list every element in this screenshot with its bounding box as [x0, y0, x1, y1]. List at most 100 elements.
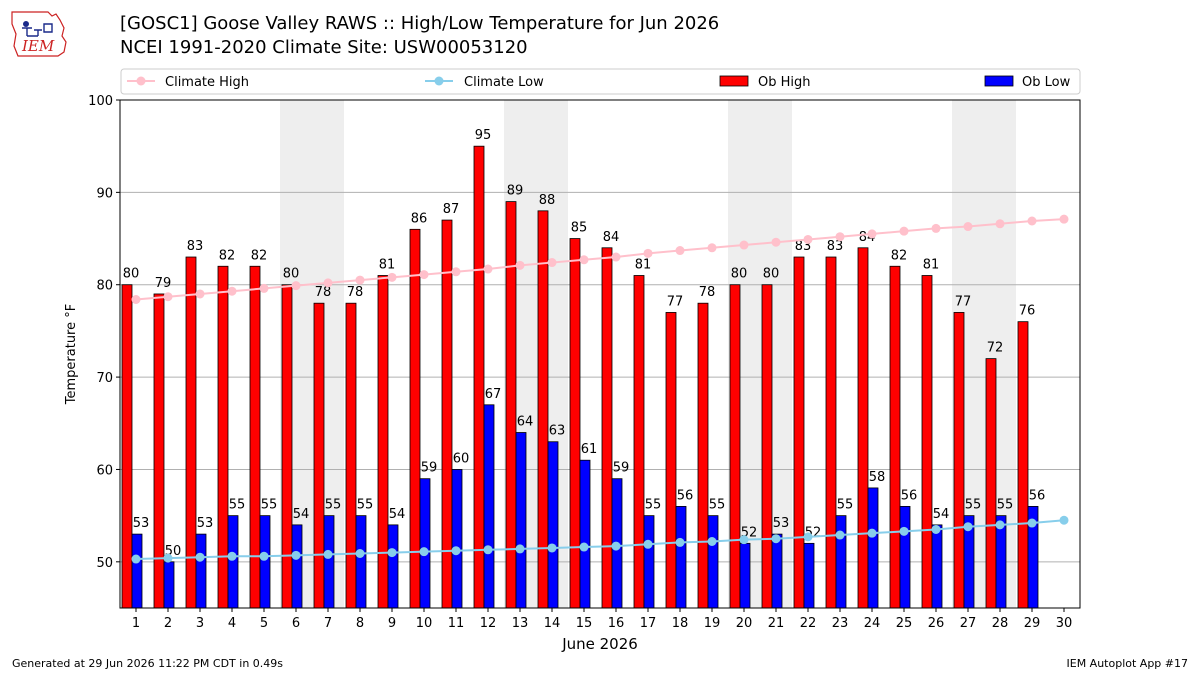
climate-high-point — [131, 295, 141, 305]
climate-low-point — [931, 524, 941, 534]
ob-low-label: 56 — [677, 488, 694, 503]
ob-high-label: 83 — [187, 239, 204, 254]
ob-low-label: 55 — [837, 498, 854, 513]
climate-high-point — [451, 267, 461, 277]
climate-high-point — [803, 234, 813, 244]
ob-high-label: 82 — [251, 248, 268, 263]
climate-low-point — [131, 554, 141, 564]
ob-low-bar — [867, 487, 879, 609]
climate-high-point — [963, 222, 973, 232]
ob-high-bar — [665, 312, 677, 609]
climate-low-point — [707, 536, 717, 546]
ob-low-bar — [451, 469, 463, 609]
ob-high-label: 89 — [507, 184, 524, 199]
ob-low-label: 61 — [581, 442, 598, 457]
climate-low-point — [803, 532, 813, 542]
ob-high-label: 80 — [283, 267, 300, 282]
climate-low-point — [547, 543, 557, 553]
logo-text: IEM — [21, 37, 55, 55]
x-tick-label: 3 — [196, 616, 204, 631]
chart-title: [GOSC1] Goose Valley RAWS :: High/Low Te… — [120, 13, 720, 34]
ob-high-label: 80 — [123, 267, 140, 282]
ob-low-bar — [771, 533, 783, 609]
climate-low-point — [1059, 515, 1069, 525]
iem-logo: IEM — [11, 11, 67, 57]
ob-low-bar — [547, 441, 559, 609]
ob-low-label: 55 — [997, 498, 1014, 513]
climate-low-point — [675, 537, 685, 547]
legend-box — [120, 68, 1081, 95]
ob-low-bar — [163, 561, 175, 609]
climate-low-point — [899, 526, 909, 536]
ob-low-label: 55 — [229, 498, 246, 513]
y-tick-label: 80 — [96, 279, 113, 294]
ob-high-label: 87 — [443, 202, 460, 217]
ob-low-bar — [355, 515, 367, 609]
climate-high-point — [195, 289, 205, 299]
x-tick-label: 26 — [928, 616, 945, 631]
ob-low-label: 59 — [421, 461, 438, 476]
ob-low-label: 55 — [709, 498, 726, 513]
x-tick-label: 18 — [672, 616, 689, 631]
ob-low-label: 58 — [869, 470, 886, 485]
climate-low-point — [195, 552, 205, 562]
ob-high-label: 78 — [699, 285, 716, 300]
ob-low-label: 55 — [965, 498, 982, 513]
climate-high-point — [739, 240, 749, 250]
x-tick-label: 27 — [960, 616, 977, 631]
ob-high-label: 85 — [571, 221, 588, 236]
climate-high-point — [611, 252, 621, 262]
climate-low-point — [867, 528, 877, 538]
ob-high-label: 77 — [667, 294, 684, 309]
ob-high-bar — [473, 145, 485, 609]
ob-high-bar — [153, 293, 165, 609]
ob-low-label: 59 — [613, 461, 630, 476]
legend-ob-high-swatch — [719, 75, 749, 87]
climate-low-point — [451, 546, 461, 556]
climate-low-point — [771, 534, 781, 544]
ob-high-bar — [185, 256, 197, 609]
ob-low-bar — [675, 505, 687, 609]
ob-low-bar — [707, 515, 719, 609]
climate-low-line — [135, 519, 1065, 561]
legend-climate-high-label: Climate High — [165, 75, 249, 90]
climate-high-point — [1059, 214, 1069, 224]
ob-low-bar — [899, 505, 911, 609]
x-tick-label: 7 — [324, 616, 332, 631]
x-tick-label: 13 — [512, 616, 529, 631]
ob-high-bar — [825, 256, 837, 609]
ob-low-bar — [515, 432, 527, 609]
x-tick-label: 8 — [356, 616, 364, 631]
x-tick-label: 24 — [864, 616, 881, 631]
ob-low-bar — [931, 524, 943, 609]
y-tick-label: 70 — [96, 371, 113, 386]
climate-low-point — [739, 535, 749, 545]
y-axis-label: Temperature °F — [64, 304, 79, 405]
ob-low-bar — [803, 542, 815, 609]
ob-low-bar — [131, 533, 143, 609]
climate-low-point — [995, 520, 1005, 530]
climate-low-point — [355, 549, 365, 559]
ob-low-label: 53 — [133, 516, 150, 531]
legend-ob-low-swatch — [984, 75, 1014, 87]
legend: Climate High Climate Low Ob High Ob Low — [120, 68, 1081, 95]
climate-low-point — [483, 545, 493, 555]
ob-low-bar — [995, 515, 1007, 609]
ob-high-label: 80 — [731, 267, 748, 282]
climate-low-point — [291, 550, 301, 560]
ob-low-bar — [291, 524, 303, 609]
ob-high-bar — [921, 275, 933, 609]
climate-low-point — [611, 541, 621, 551]
x-tick-label: 11 — [448, 616, 465, 631]
x-tick-label: 2 — [164, 616, 172, 631]
ob-low-label: 55 — [261, 498, 278, 513]
ob-low-label: 56 — [1029, 488, 1046, 503]
x-tick-label: 10 — [416, 616, 433, 631]
ob-high-bar — [441, 219, 453, 609]
ob-high-label: 82 — [891, 248, 908, 263]
ob-low-bar — [195, 533, 207, 609]
ob-low-label: 63 — [549, 424, 566, 439]
climate-low-point — [515, 544, 525, 554]
ob-high-bar — [793, 256, 805, 609]
